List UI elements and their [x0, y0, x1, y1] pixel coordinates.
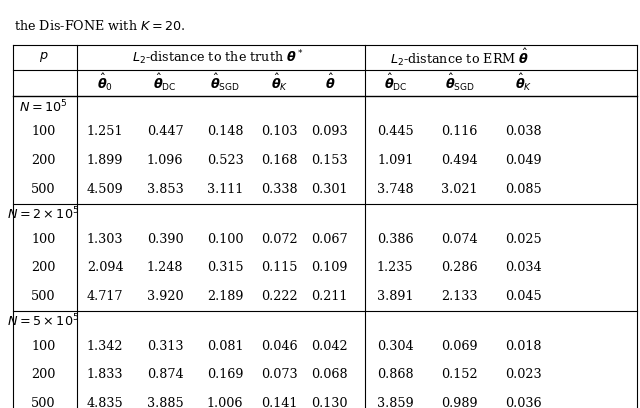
- Text: 0.130: 0.130: [312, 397, 348, 408]
- Text: 1.833: 1.833: [87, 368, 124, 381]
- Text: 0.045: 0.045: [505, 290, 541, 303]
- Text: 1.248: 1.248: [147, 261, 184, 274]
- Text: 500: 500: [31, 183, 56, 196]
- Text: 0.116: 0.116: [442, 125, 478, 138]
- Text: 500: 500: [31, 397, 56, 408]
- Text: 0.100: 0.100: [207, 233, 243, 246]
- Text: 2.133: 2.133: [442, 290, 478, 303]
- Text: 4.509: 4.509: [87, 183, 124, 196]
- Text: 500: 500: [31, 290, 56, 303]
- Text: $N = 5 \times 10^5$: $N = 5 \times 10^5$: [7, 313, 79, 330]
- Text: 0.153: 0.153: [312, 154, 348, 167]
- Text: 100: 100: [31, 125, 56, 138]
- Text: 0.315: 0.315: [207, 261, 243, 274]
- Text: 0.222: 0.222: [261, 290, 298, 303]
- Text: 0.141: 0.141: [261, 397, 298, 408]
- Text: $\hat{\boldsymbol{\theta}}_{K}$: $\hat{\boldsymbol{\theta}}_{K}$: [271, 72, 288, 93]
- Text: 3.853: 3.853: [147, 183, 184, 196]
- Text: 0.494: 0.494: [442, 154, 478, 167]
- Text: 0.286: 0.286: [442, 261, 478, 274]
- Text: 1.235: 1.235: [377, 261, 413, 274]
- Text: 200: 200: [31, 368, 56, 381]
- Text: 0.081: 0.081: [207, 340, 243, 353]
- Text: $L_2$-distance to the truth $\boldsymbol{\theta}^*$: $L_2$-distance to the truth $\boldsymbol…: [132, 48, 303, 67]
- Text: 2.094: 2.094: [87, 261, 124, 274]
- Text: 2.189: 2.189: [207, 290, 243, 303]
- Text: $\hat{\boldsymbol{\theta}}_0$: $\hat{\boldsymbol{\theta}}_0$: [97, 72, 113, 93]
- Text: 4.835: 4.835: [87, 397, 124, 408]
- Text: 0.304: 0.304: [377, 340, 413, 353]
- Text: 3.021: 3.021: [442, 183, 478, 196]
- Text: 0.447: 0.447: [147, 125, 184, 138]
- Text: 3.111: 3.111: [207, 183, 243, 196]
- Text: $\hat{\boldsymbol{\theta}}$: $\hat{\boldsymbol{\theta}}$: [324, 73, 335, 93]
- Text: $\hat{\boldsymbol{\theta}}_{\mathrm{SGD}}$: $\hat{\boldsymbol{\theta}}_{\mathrm{SGD}…: [210, 72, 240, 93]
- Text: 0.211: 0.211: [312, 290, 348, 303]
- Text: 200: 200: [31, 261, 56, 274]
- Text: 0.115: 0.115: [261, 261, 298, 274]
- Text: 0.049: 0.049: [505, 154, 541, 167]
- Text: $N = 2 \times 10^5$: $N = 2 \times 10^5$: [7, 206, 79, 222]
- Text: 1.096: 1.096: [147, 154, 184, 167]
- Text: 0.038: 0.038: [505, 125, 541, 138]
- Text: 1.091: 1.091: [377, 154, 413, 167]
- Text: 0.301: 0.301: [312, 183, 348, 196]
- Text: 1.342: 1.342: [87, 340, 124, 353]
- Text: 1.006: 1.006: [207, 397, 243, 408]
- Text: 100: 100: [31, 340, 56, 353]
- Text: $L_2$-distance to ERM $\hat{\boldsymbol{\theta}}$: $L_2$-distance to ERM $\hat{\boldsymbol{…: [390, 47, 529, 68]
- Text: 0.523: 0.523: [207, 154, 243, 167]
- Text: 1.899: 1.899: [87, 154, 124, 167]
- Text: 0.073: 0.073: [261, 368, 298, 381]
- Text: 3.748: 3.748: [377, 183, 413, 196]
- Text: $p$: $p$: [38, 50, 48, 64]
- Text: 0.034: 0.034: [505, 261, 541, 274]
- Text: 0.072: 0.072: [261, 233, 298, 246]
- Text: $\hat{\boldsymbol{\theta}}_{\mathrm{DC}}$: $\hat{\boldsymbol{\theta}}_{\mathrm{DC}}…: [154, 72, 177, 93]
- Text: $\hat{\boldsymbol{\theta}}_{K}$: $\hat{\boldsymbol{\theta}}_{K}$: [515, 72, 532, 93]
- Text: 0.169: 0.169: [207, 368, 243, 381]
- Text: 0.874: 0.874: [147, 368, 184, 381]
- Text: 0.868: 0.868: [377, 368, 413, 381]
- Text: 0.445: 0.445: [377, 125, 413, 138]
- Text: 0.390: 0.390: [147, 233, 184, 246]
- Text: 4.717: 4.717: [87, 290, 124, 303]
- Text: 0.085: 0.085: [505, 183, 541, 196]
- Text: 0.103: 0.103: [261, 125, 298, 138]
- Text: 3.859: 3.859: [377, 397, 413, 408]
- Text: 0.989: 0.989: [442, 397, 478, 408]
- Text: 0.042: 0.042: [312, 340, 348, 353]
- Text: 100: 100: [31, 233, 56, 246]
- Text: 3.920: 3.920: [147, 290, 184, 303]
- Text: 200: 200: [31, 154, 56, 167]
- Text: 0.074: 0.074: [442, 233, 478, 246]
- Text: 0.068: 0.068: [312, 368, 348, 381]
- Text: $\hat{\boldsymbol{\theta}}_{\mathrm{DC}}$: $\hat{\boldsymbol{\theta}}_{\mathrm{DC}}…: [383, 72, 407, 93]
- Text: 3.885: 3.885: [147, 397, 184, 408]
- Text: 0.067: 0.067: [312, 233, 348, 246]
- Text: $N = 10^5$: $N = 10^5$: [19, 99, 68, 115]
- Text: the Dis-FONE with $K = 20$.: the Dis-FONE with $K = 20$.: [15, 18, 186, 33]
- Text: 3.891: 3.891: [377, 290, 413, 303]
- Text: 0.069: 0.069: [442, 340, 478, 353]
- Text: 1.303: 1.303: [87, 233, 124, 246]
- Text: 0.023: 0.023: [505, 368, 541, 381]
- Text: 0.386: 0.386: [377, 233, 413, 246]
- Text: 1.251: 1.251: [87, 125, 124, 138]
- Text: 0.036: 0.036: [505, 397, 541, 408]
- Text: 0.152: 0.152: [442, 368, 478, 381]
- Text: 0.148: 0.148: [207, 125, 243, 138]
- Text: 0.313: 0.313: [147, 340, 184, 353]
- Text: 0.168: 0.168: [261, 154, 298, 167]
- Text: $\hat{\boldsymbol{\theta}}_{\mathrm{SGD}}$: $\hat{\boldsymbol{\theta}}_{\mathrm{SGD}…: [445, 72, 474, 93]
- Text: 0.109: 0.109: [312, 261, 348, 274]
- Text: 0.338: 0.338: [261, 183, 298, 196]
- Text: 0.018: 0.018: [505, 340, 541, 353]
- Text: 0.046: 0.046: [261, 340, 298, 353]
- Text: 0.025: 0.025: [505, 233, 541, 246]
- Text: 0.093: 0.093: [312, 125, 348, 138]
